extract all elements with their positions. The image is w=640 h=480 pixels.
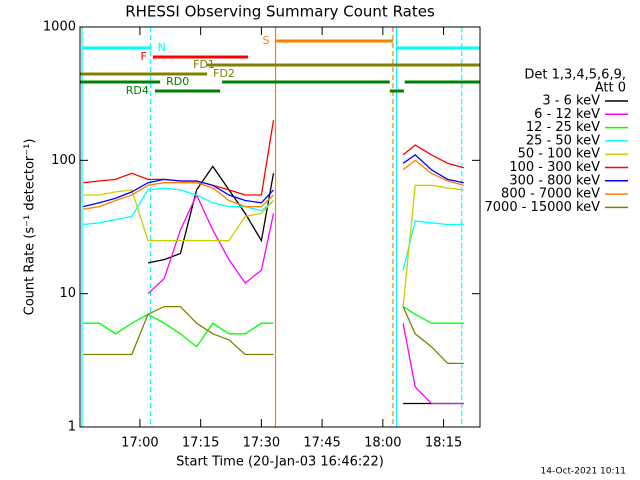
legend-label: 3 - 6 keV: [542, 94, 600, 109]
legend-label: 6 - 12 keV: [534, 107, 600, 122]
x-tick-label: 18:00: [364, 436, 401, 451]
y-axis-label: Count Rate (s⁻¹ detector⁻¹): [23, 139, 38, 316]
y-tick-label: 1000: [43, 20, 76, 35]
y-tick-label: 1: [68, 420, 76, 435]
legend-header: Att 0: [595, 81, 626, 96]
x-tick-label: 17:45: [303, 436, 340, 451]
series-line: [83, 305, 464, 365]
series-line: [83, 184, 464, 307]
legend-label: 12 - 25 keV: [526, 120, 600, 135]
y-tick-label: 10: [59, 286, 76, 301]
series-line: [83, 153, 464, 208]
interval-label: FD2: [213, 67, 235, 80]
legend-label: 800 - 7000 keV: [501, 187, 600, 202]
interval-label: N: [158, 41, 166, 54]
legend-label: 300 - 800 keV: [509, 173, 600, 188]
interval-label: S: [263, 34, 270, 47]
chart-title: RHESSI Observing Summary Count Rates: [125, 3, 435, 21]
x-tick-label: 17:30: [243, 436, 280, 451]
x-tick-label: 18:15: [425, 436, 462, 451]
interval-label: RD0: [166, 75, 189, 88]
interval-label: RD4: [126, 84, 149, 97]
legend-label: 100 - 300 keV: [509, 160, 600, 175]
x-axis-label: Start Time (20-Jan-03 16:46:22): [176, 455, 384, 470]
legend-label: 7000 - 15000 keV: [485, 200, 601, 215]
interval-label: F: [141, 50, 147, 63]
legend-header: Det 1,3,4,5,6,9,: [524, 68, 626, 83]
y-tick-label: 100: [51, 153, 76, 168]
footer: 14-Oct-2021 10:11: [541, 467, 626, 477]
x-tick-label: 17:00: [121, 436, 158, 451]
legend-label: 25 - 50 keV: [526, 133, 600, 148]
plot-frame: [79, 26, 481, 428]
series-line: [147, 193, 464, 405]
series-line: [83, 159, 464, 210]
x-tick-label: 17:15: [182, 436, 219, 451]
interval-label: FD1: [193, 58, 215, 71]
series-line: [83, 306, 464, 348]
legend-label: 50 - 100 keV: [518, 147, 601, 162]
